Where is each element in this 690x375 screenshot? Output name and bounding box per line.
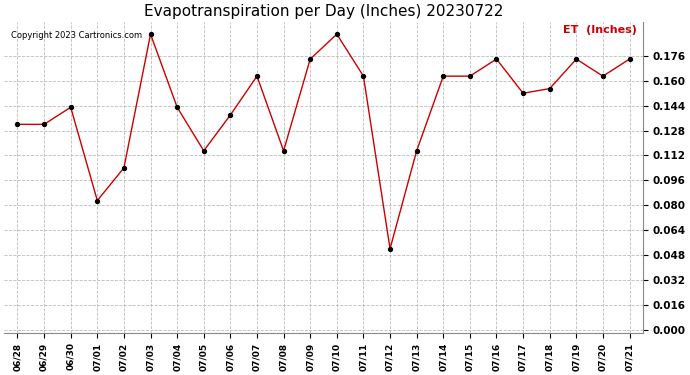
Point	[331, 31, 342, 37]
Point	[491, 56, 502, 62]
Point	[464, 73, 475, 79]
Point	[598, 73, 609, 79]
Point	[411, 148, 422, 154]
Point	[39, 122, 50, 128]
Point	[305, 56, 316, 62]
Point	[198, 148, 209, 154]
Point	[172, 104, 183, 110]
Point	[92, 198, 103, 204]
Point	[145, 31, 156, 37]
Point	[358, 73, 369, 79]
Point	[119, 165, 130, 171]
Point	[65, 104, 76, 110]
Point	[251, 73, 262, 79]
Text: Copyright 2023 Cartronics.com: Copyright 2023 Cartronics.com	[10, 31, 141, 40]
Point	[278, 148, 289, 154]
Point	[544, 86, 555, 92]
Title: Evapotranspiration per Day (Inches) 20230722: Evapotranspiration per Day (Inches) 2023…	[144, 4, 503, 19]
Point	[437, 73, 448, 79]
Point	[384, 246, 395, 252]
Text: ET  (Inches): ET (Inches)	[562, 25, 636, 35]
Point	[225, 112, 236, 118]
Point	[12, 122, 23, 128]
Point	[571, 56, 582, 62]
Point	[518, 90, 529, 96]
Point	[624, 56, 635, 62]
